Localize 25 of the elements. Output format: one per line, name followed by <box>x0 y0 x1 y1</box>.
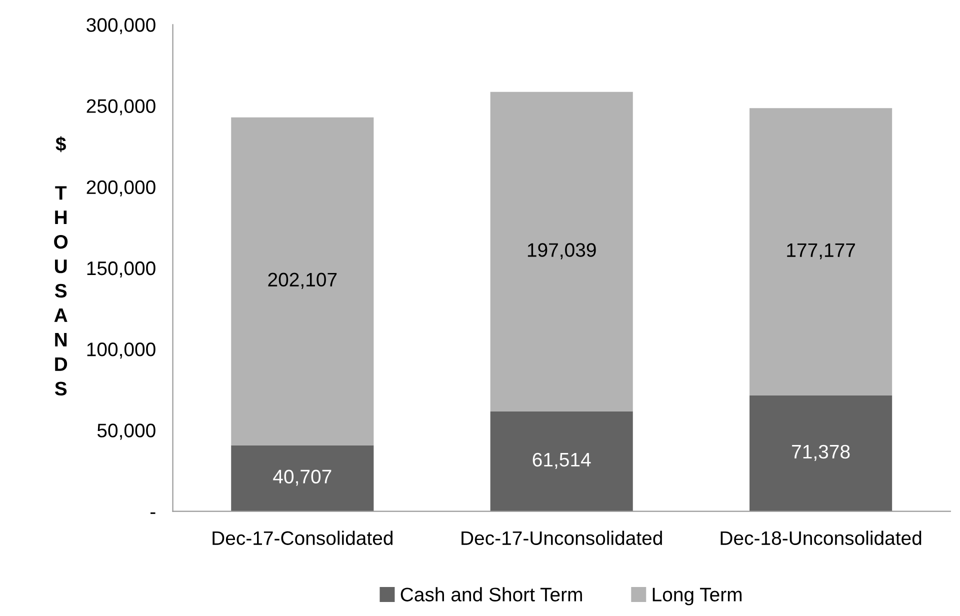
data-label: 40,707 <box>273 470 332 486</box>
bar <box>490 411 633 512</box>
x-tick-label: Dec-17-Consolidated <box>212 530 392 546</box>
y-tick-label: - <box>150 512 156 514</box>
y-tick-label: 200,000 <box>86 180 156 196</box>
legend-label: Long Term <box>652 588 742 606</box>
bar <box>750 395 892 512</box>
bar <box>750 108 892 396</box>
x-tick-label: Dec-17-Unconsolidated <box>462 530 662 546</box>
y-tick-label: 50,000 <box>97 424 156 440</box>
y-tick-label: 300,000 <box>86 18 156 34</box>
x-tick-label: Dec-18-Unconsolidated <box>720 530 922 546</box>
data-label: 61,514 <box>532 452 591 469</box>
data-label: 202,107 <box>268 272 337 289</box>
bar <box>231 117 374 446</box>
bar <box>231 445 374 512</box>
text: $ THOUSANDS <box>54 136 68 396</box>
legend-label: Cash and Short Term <box>400 587 582 602</box>
y-tick-label: 100,000 <box>87 342 156 359</box>
data-label: 71,378 <box>792 444 850 461</box>
y-tick-label: 150,000 <box>87 261 156 278</box>
bar <box>490 92 633 412</box>
data-label: 197,039 <box>528 243 596 260</box>
data-label: 177,177 <box>787 243 855 260</box>
y-tick-label: 250,000 <box>86 99 156 116</box>
